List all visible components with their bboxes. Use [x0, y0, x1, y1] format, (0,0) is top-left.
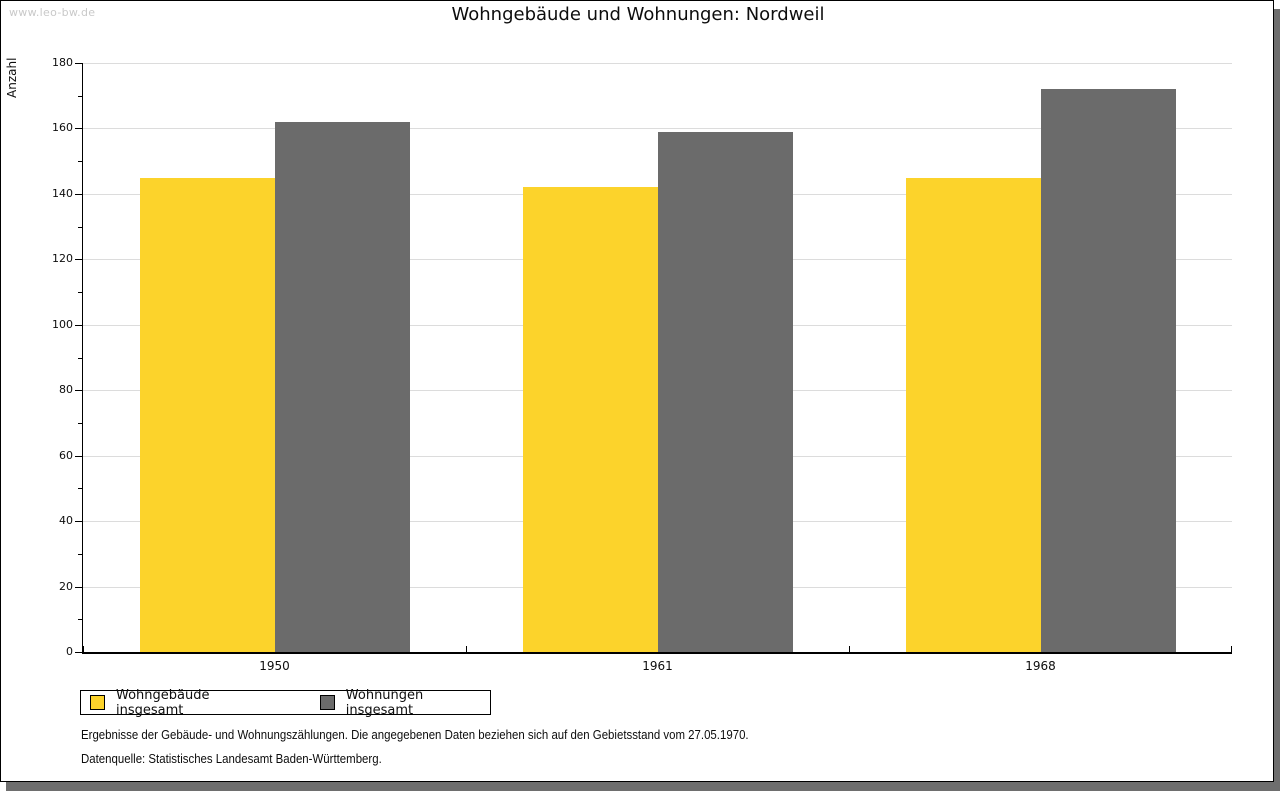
legend-swatch-gray-icon	[319, 695, 335, 710]
legend-label-wohngebaeude: Wohngebäude insgesamt	[116, 687, 210, 718]
x-boundary-tick-0	[83, 646, 84, 652]
legend-item-wohngebaeude: Wohngebäude insgesamt	[90, 688, 276, 718]
bar-wohngebaeude-1950	[139, 177, 275, 652]
y-tick-label-140: 140	[52, 186, 73, 200]
y-tick-label-20: 20	[59, 579, 73, 593]
y-major-tick-60	[75, 456, 83, 457]
y-major-tick-180	[75, 63, 83, 64]
y-minor-tick-70	[78, 423, 83, 424]
y-minor-tick-10	[78, 619, 83, 620]
y-major-tick-100	[75, 325, 83, 326]
y-minor-tick-130	[78, 227, 83, 228]
x-tick-label-1968: 1968	[1025, 659, 1056, 673]
x-tick-label-1961: 1961	[642, 659, 673, 673]
y-major-tick-20	[75, 587, 83, 588]
y-tick-label-160: 160	[52, 121, 73, 135]
y-major-tick-40	[75, 521, 83, 522]
legend-item-wohnungen: Wohnungen insgesamt	[319, 687, 490, 718]
bar-wohngebaeude-1961	[522, 187, 658, 652]
bar-wohnungen-1961	[657, 131, 793, 652]
y-major-tick-80	[75, 390, 83, 391]
y-tick-label-120: 120	[52, 252, 73, 266]
y-minor-tick-170	[78, 96, 83, 97]
y-major-tick-120	[75, 259, 83, 260]
y-minor-tick-50	[78, 488, 83, 489]
x-boundary-tick-3	[1231, 646, 1232, 652]
y-tick-label-80: 80	[59, 383, 73, 397]
y-minor-tick-150	[78, 161, 83, 162]
x-boundary-tick-2	[849, 646, 850, 652]
x-boundary-tick-1	[466, 646, 467, 652]
y-axis-title: Anzahl	[5, 57, 19, 98]
y-tick-label-40: 40	[59, 514, 73, 528]
y-major-tick-0	[75, 652, 83, 653]
site-watermark: www.leo-bw.de	[9, 6, 96, 19]
y-tick-label-60: 60	[59, 448, 73, 462]
y-minor-tick-90	[78, 358, 83, 359]
footnote-datasource: Datenquelle: Statistisches Landesamt Bad…	[81, 751, 382, 766]
y-minor-tick-110	[78, 292, 83, 293]
y-minor-tick-30	[78, 554, 83, 555]
chart-title: Wohngebäude und Wohnungen: Nordweil	[451, 4, 825, 25]
y-tick-label-0: 0	[66, 645, 73, 658]
y-major-tick-140	[75, 194, 83, 195]
x-tick-label-1950: 1950	[259, 659, 290, 673]
y-tick-label-180: 180	[52, 56, 73, 69]
legend-swatch-yellow-icon	[90, 695, 105, 710]
legend-label-wohnungen: Wohnungen insgesamt	[345, 687, 424, 718]
plot-area: 0 20 40 60 80 100 120 140 160 180 1950 1961 1968	[52, 56, 1232, 673]
chart-legend: Wohngebäude insgesamt Wohnungen insgesam…	[80, 687, 491, 718]
y-tick-label-100: 100	[52, 317, 73, 331]
gridline-y160	[83, 128, 1232, 130]
footnote-results: Ergebnisse der Gebäude- und Wohnungszähl…	[81, 727, 749, 742]
bar-wohnungen-1968	[1040, 89, 1176, 652]
bar-wohngebaeude-1968	[905, 177, 1041, 652]
gridline-y180	[83, 63, 1232, 64]
y-major-tick-160	[75, 128, 83, 129]
bar-wohnungen-1950	[274, 121, 410, 652]
